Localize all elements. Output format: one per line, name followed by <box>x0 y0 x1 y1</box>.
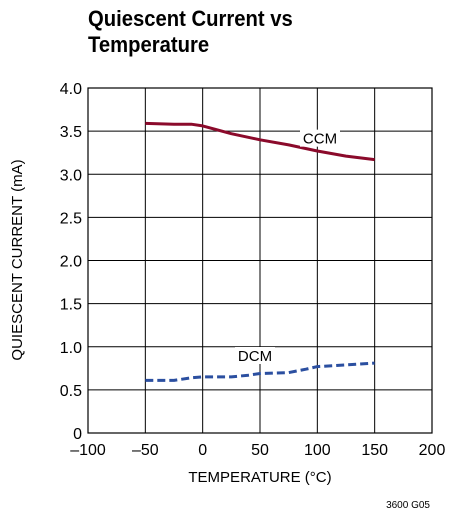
y-tick-labels: 0 0.5 1.0 1.5 2.0 2.5 3.0 3.5 4.0 <box>60 81 82 443</box>
x-axis-label: TEMPERATURE (°C) <box>188 469 331 486</box>
series-lines <box>145 121 375 382</box>
x-tick-labels: –100 –50 0 50 100 150 200 <box>70 442 445 459</box>
series-labels: CCM DCM <box>235 129 340 365</box>
x-tick-label: –100 <box>70 442 106 459</box>
y-axis-label: QUIESCENT CURRENT (mA) <box>9 159 26 360</box>
y-tick-label: 3.0 <box>60 167 82 184</box>
y-tick-label: 2.0 <box>60 254 82 271</box>
y-tick-label: 4.0 <box>60 81 82 98</box>
gridlines <box>88 88 432 433</box>
x-tick-label: 100 <box>304 442 331 459</box>
figure-code: 3600 G05 <box>386 500 430 511</box>
series-line-ccm <box>145 121 375 162</box>
series-line-dcm <box>145 361 375 382</box>
x-tick-label: 150 <box>361 442 388 459</box>
series-label-bg <box>300 129 340 147</box>
x-tick-label: 0 <box>198 442 207 459</box>
y-tick-label: 3.5 <box>60 124 82 141</box>
x-tick-label: 200 <box>419 442 446 459</box>
y-tick-label: 0.5 <box>60 383 82 400</box>
series-label-bg <box>235 347 275 364</box>
chart-title-text: Quiescent Current vs Temperature <box>88 6 293 57</box>
chart-title: Quiescent Current vs Temperature <box>88 6 364 58</box>
x-tick-label: 50 <box>251 442 269 459</box>
y-tick-label: 2.5 <box>60 210 82 227</box>
series-label-ccm: CCM <box>303 131 337 148</box>
series-label-dcm: DCM <box>238 348 272 365</box>
y-tick-label: 1.0 <box>60 340 82 357</box>
y-tick-label: 0 <box>73 426 82 443</box>
x-tick-label: –50 <box>132 442 159 459</box>
y-tick-label: 1.5 <box>60 297 82 314</box>
